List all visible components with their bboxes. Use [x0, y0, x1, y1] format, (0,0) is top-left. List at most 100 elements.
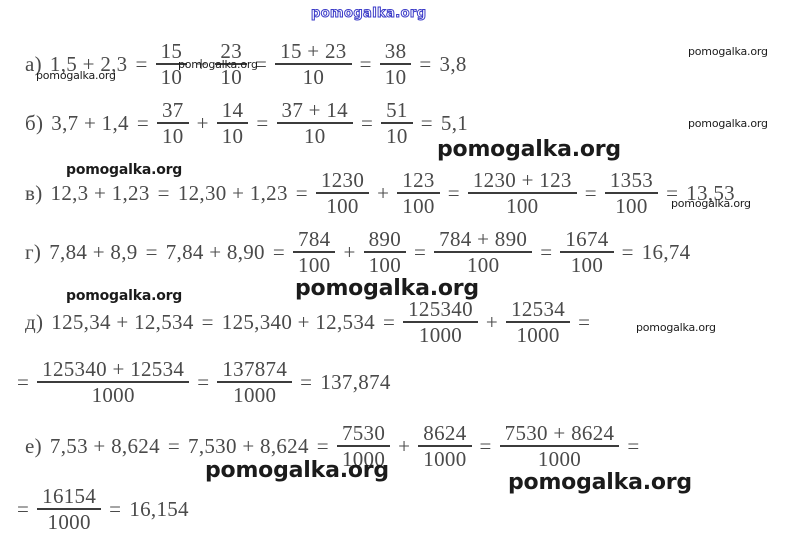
- fraction-denominator: 100: [402, 194, 435, 219]
- math-operator: =: [136, 110, 149, 135]
- fraction-denominator: 10: [303, 124, 326, 149]
- fraction-numerator: 12534: [511, 297, 566, 321]
- watermark-wm-inline-2: pomogalka.org: [636, 321, 716, 334]
- fraction-bar: [499, 445, 620, 448]
- fraction-bar: [381, 122, 413, 125]
- fraction-denominator: 10: [220, 65, 242, 90]
- fraction: 16154 1000: [37, 484, 102, 533]
- fraction-denominator: 1000: [423, 447, 467, 472]
- math-operator: =: [300, 369, 313, 394]
- watermark-wm-left-3: pomogalka.org: [66, 288, 183, 304]
- fraction: 7530 + 8624 1000: [499, 422, 620, 470]
- watermark-wm-inline-1: pomogalka.org: [671, 197, 751, 210]
- fraction-numerator: 16154: [42, 484, 97, 508]
- fraction-numerator: 1230 + 123: [472, 168, 572, 192]
- math-operator: =: [256, 110, 269, 135]
- math-expression: 16,154: [129, 496, 189, 521]
- fraction-numerator: 125340: [408, 297, 473, 321]
- math-operator: +: [343, 239, 356, 264]
- math-operator: =: [109, 496, 122, 521]
- watermark-wm-right-2: pomogalka.org: [688, 117, 768, 130]
- fraction-numerator: 1230: [320, 168, 365, 192]
- fraction: 12534 1000: [506, 297, 571, 346]
- fraction: 123 100: [397, 168, 440, 219]
- fraction: 125340 + 12534 1000: [37, 357, 190, 408]
- fraction: 14 10: [216, 98, 249, 147]
- fraction-numerator: 14: [221, 98, 244, 122]
- fraction-bar: [216, 122, 249, 125]
- fraction: 784 100: [293, 227, 336, 278]
- fraction: 15 10: [155, 40, 188, 88]
- fraction-numerator: 784: [298, 227, 331, 251]
- problem-label: в): [25, 180, 43, 205]
- equation-line-d-line-1: д) 125,34 + 12,534 = 125,340 + 12,534 = 12534…: [22, 298, 595, 346]
- fraction-bar: [418, 445, 472, 448]
- math-operator: =: [621, 239, 634, 264]
- math-operator: =: [578, 309, 591, 334]
- fraction-numerator: 1353: [609, 168, 654, 192]
- math-operator: =: [420, 110, 433, 135]
- fraction-bar: [217, 381, 293, 384]
- fraction-numerator: 38: [384, 39, 407, 63]
- math-operator: +: [377, 180, 390, 205]
- fraction-numerator: 7530: [341, 421, 386, 445]
- fraction: 1230 + 123 100: [467, 168, 577, 217]
- fraction-numerator: 37 + 14: [281, 98, 348, 122]
- fraction: 37 10: [156, 99, 189, 147]
- math-operator: =: [201, 309, 214, 334]
- fraction-bar: [37, 381, 190, 384]
- fraction-bar: [275, 63, 352, 66]
- fraction-bar: [397, 192, 440, 195]
- problem-label: е): [25, 433, 42, 458]
- watermark-wm-big-3: pomogalka.org: [205, 458, 389, 483]
- fraction-denominator: 1000: [341, 447, 386, 472]
- fraction-bar: [403, 321, 478, 324]
- fraction: 38 10: [379, 39, 412, 88]
- watermark-wm-big-1: pomogalka.org: [437, 137, 621, 162]
- fraction-numerator: 123: [402, 168, 435, 192]
- equation-line-g-line-1: г) 7,84 + 8,9 = 7,84 + 8,90 = 784 100 +890 100 = 7…: [22, 228, 693, 276]
- problem-label: б): [25, 110, 44, 135]
- equation-line-d-line-2: = 125340 + 12534 1000 = 137874 1000 = 137,874: [12, 358, 394, 406]
- math-operator: =: [145, 239, 158, 264]
- math-expression: 5,1: [440, 110, 469, 135]
- watermark-wm-left-1: pomogalka.org: [36, 69, 116, 82]
- math-expression: 137,874: [320, 369, 391, 394]
- watermark-wm-big-2: pomogalka.org: [295, 276, 479, 301]
- fraction-bar: [215, 63, 247, 66]
- math-operator: =: [540, 239, 553, 264]
- fraction-numerator: 1674: [565, 227, 609, 251]
- fraction-numerator: 125340 + 12534: [42, 357, 185, 381]
- math-operator: =: [414, 239, 427, 264]
- fraction: 23 10: [215, 40, 247, 88]
- math-operator: =: [272, 239, 286, 264]
- fraction-bar: [336, 445, 391, 448]
- watermark-wm-left-2: pomogalka.org: [66, 162, 183, 178]
- math-expression: 7,84 + 8,9: [49, 239, 138, 264]
- fraction-numerator: 23: [220, 39, 242, 63]
- fraction-numerator: 784 + 890: [439, 227, 528, 251]
- fraction: 8624 1000: [418, 422, 472, 472]
- fraction-numerator: 51: [386, 98, 408, 122]
- math-expression: 1,5 + 2,3: [49, 51, 128, 76]
- fraction-bar: [560, 251, 614, 254]
- fraction: 1353 100: [604, 168, 659, 217]
- math-operator: =: [17, 496, 30, 521]
- math-operator: =: [295, 180, 308, 205]
- fraction: 1230 100: [315, 168, 370, 217]
- math-operator: =: [447, 180, 460, 205]
- math-expression: 13,53: [686, 180, 735, 205]
- fraction-numerator: 15 + 23: [280, 39, 347, 63]
- math-operator: =: [135, 51, 148, 76]
- equation-line-a-line-1: а) 1,5 + 2,3 = 15 10 +23 10 = 15 + 23 10 = 38 10 = 3,8: [22, 40, 470, 88]
- fraction-bar: [155, 63, 188, 66]
- math-expression: 3,7 + 1,4: [51, 110, 129, 135]
- fraction-bar: [363, 251, 406, 254]
- math-expression: 125,34 + 12,534: [51, 309, 194, 334]
- math-operator: =: [197, 369, 210, 394]
- fraction-denominator: 100: [298, 253, 331, 278]
- math-operator: =: [360, 110, 374, 135]
- fraction-denominator: 1000: [91, 383, 135, 408]
- math-operator: =: [157, 180, 170, 205]
